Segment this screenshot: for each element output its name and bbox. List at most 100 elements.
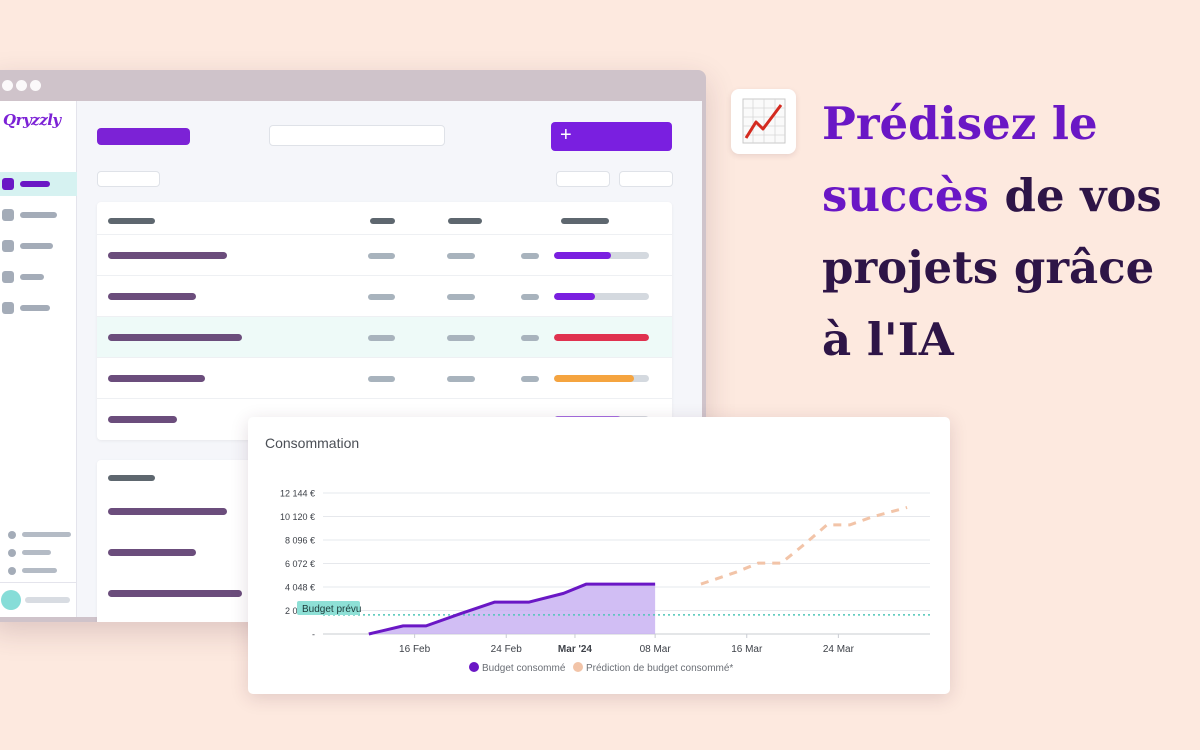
cell-value [521, 253, 539, 259]
column-header-name[interactable] [108, 218, 155, 224]
progress-bar [554, 375, 649, 382]
budget-tag: Budget prévu [297, 601, 362, 615]
x-tick-label: 24 Mar [823, 644, 855, 655]
user-name-placeholder [25, 597, 70, 603]
y-tick-label: 8 096 € [285, 536, 315, 546]
progress-bar [554, 334, 649, 341]
progress-bar [554, 252, 649, 259]
table-row[interactable] [97, 316, 672, 357]
project-name [108, 416, 177, 423]
project-name [108, 334, 242, 341]
chart-title: Consommation [265, 435, 360, 451]
cell-value [368, 335, 395, 341]
sidebar: Qryzzly [0, 101, 77, 617]
headline-line-4: à l'IA [822, 313, 954, 366]
table-row[interactable] [97, 491, 672, 532]
projects-icon [2, 178, 14, 190]
cell-value [521, 376, 539, 382]
project-name [108, 549, 196, 556]
progress-fill [554, 334, 649, 341]
x-tick-label: 16 Feb [399, 644, 431, 655]
progress-fill [554, 252, 611, 259]
headline-line-1: Prédisez le [822, 97, 1098, 150]
column-header[interactable] [448, 218, 482, 224]
window-titlebar [0, 70, 706, 100]
consumption-chart: 12 144 €10 120 €8 096 €6 072 €4 048 €2 0… [280, 489, 930, 674]
projects-table [97, 202, 672, 440]
cell-value [447, 376, 475, 382]
x-axis-ticks: 16 Feb 24 Feb Mar '24 08 Mar 16 Mar 24 Mar [399, 634, 855, 655]
legend-swatch-actual [469, 662, 479, 672]
cell-value [368, 253, 395, 259]
search-input[interactable] [269, 125, 445, 146]
column-header-progress[interactable] [561, 218, 609, 224]
sidebar-item-3[interactable] [0, 234, 77, 258]
sidebar-item-label [20, 243, 53, 249]
y-tick-label: - [312, 630, 315, 640]
chart-increasing-icon [731, 89, 796, 154]
column-header[interactable] [370, 218, 395, 224]
table-row[interactable] [97, 234, 672, 275]
project-name [108, 508, 227, 515]
sort-button[interactable] [619, 171, 673, 187]
dot-icon [8, 549, 16, 557]
budget-prediction-line [700, 505, 908, 586]
footer-link-label [22, 568, 57, 573]
cell-value [521, 335, 539, 341]
nav-icon [2, 302, 14, 314]
consumption-chart-card: Consommation 12 144 € 10 120 € 8 096 € 6 07… [248, 417, 950, 694]
legend-label-prediction: Prédiction de budget consommé* [586, 663, 733, 674]
cell-value [447, 335, 475, 341]
table-row[interactable] [97, 275, 672, 316]
sidebar-item-2[interactable] [0, 203, 77, 227]
sidebar-divider [0, 582, 77, 583]
sidebar-item-label [20, 274, 44, 280]
column-header-name[interactable] [108, 475, 155, 481]
sidebar-item-4[interactable] [0, 265, 77, 289]
sidebar-item-5[interactable] [0, 296, 77, 320]
footer-link-label [22, 532, 71, 537]
page-title [97, 128, 190, 145]
y-tick-label: 4 048 € [285, 583, 315, 593]
y-axis-ticks: 12 144 €10 120 €8 096 €6 072 €4 048 €2 0… [280, 489, 315, 640]
table-row[interactable] [97, 573, 672, 614]
sidebar-item-label [20, 181, 50, 187]
sidebar-item-projects[interactable] [0, 172, 77, 196]
dot-icon [8, 531, 16, 539]
view-toggle-button[interactable] [556, 171, 610, 187]
progress-fill [554, 375, 634, 382]
avatar[interactable] [1, 590, 21, 610]
sidebar-item-label [20, 212, 57, 218]
headline-line-3: projets grâce [822, 241, 1155, 294]
cell-value [368, 294, 395, 300]
cell-value [521, 294, 539, 300]
footer-link-label [22, 550, 51, 555]
add-project-button[interactable]: + [551, 122, 672, 151]
project-name [108, 590, 242, 597]
window-minimize-dot[interactable] [16, 80, 27, 91]
project-name [108, 293, 196, 300]
y-tick-label: 6 072 € [285, 559, 315, 569]
headline: Prédisez le succès de vos projets grâce … [822, 88, 1192, 376]
cell-value [368, 376, 395, 382]
window-close-dot[interactable] [2, 80, 13, 91]
budget-consumed-line [368, 582, 656, 636]
project-name [108, 375, 205, 382]
nav-icon [2, 271, 14, 283]
sidebar-item-label [20, 305, 50, 311]
legend-label-actual: Budget consommé [482, 663, 566, 674]
x-tick-label: 16 Mar [731, 644, 763, 655]
window-maximize-dot[interactable] [30, 80, 41, 91]
x-tick-label: Mar '24 [558, 644, 593, 655]
table-row[interactable] [97, 532, 672, 573]
table-row[interactable] [97, 357, 672, 398]
progress-bar [554, 293, 649, 300]
chart-legend: Budget consommé Prédiction de budget con… [469, 662, 733, 674]
cell-value [447, 253, 475, 259]
filter-button[interactable] [97, 171, 160, 187]
nav-icon [2, 209, 14, 221]
headline-accent-word: succès [822, 169, 989, 222]
nav-icon [2, 240, 14, 252]
app-logo[interactable]: Qryzzly [3, 111, 61, 129]
dot-icon [8, 567, 16, 575]
